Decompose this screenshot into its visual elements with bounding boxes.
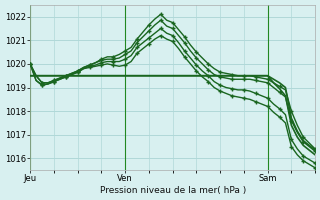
X-axis label: Pression niveau de la mer( hPa ): Pression niveau de la mer( hPa ) [100, 186, 246, 195]
